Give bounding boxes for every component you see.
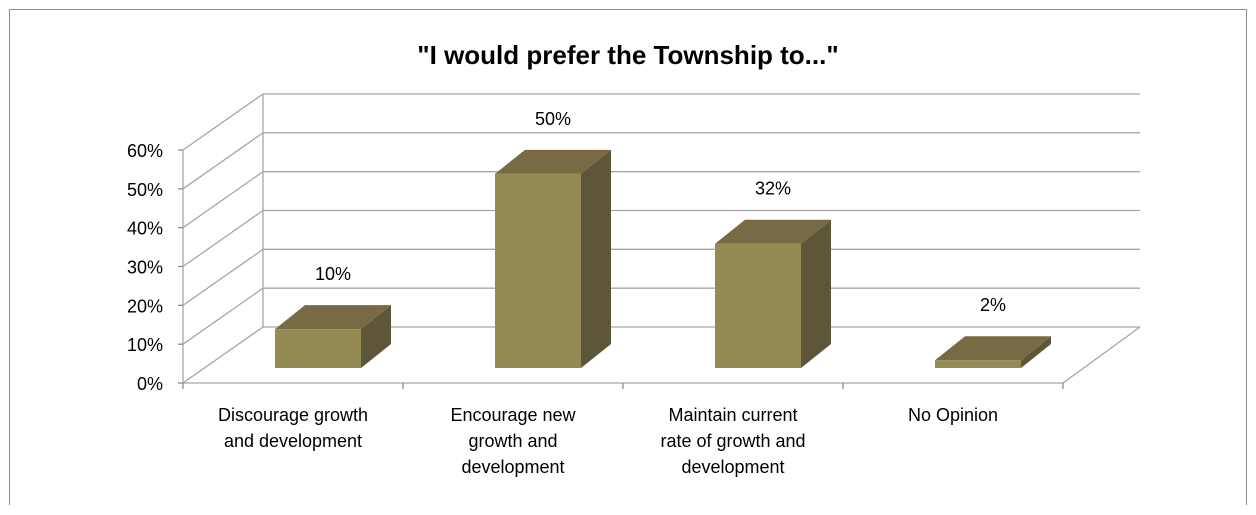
y-tick-label: 60%: [127, 141, 163, 161]
chart-title: "I would prefer the Township to...": [417, 40, 839, 70]
data-label: 32%: [755, 179, 791, 199]
x-tick-label: Encourage new: [450, 405, 576, 425]
y-tick-label: 40%: [127, 219, 163, 239]
y-tick-label: 20%: [127, 296, 163, 316]
bar: [495, 173, 581, 368]
bar: [715, 243, 801, 368]
y-tick-label: 0%: [137, 374, 163, 394]
bar-top: [715, 219, 831, 244]
data-label: 2%: [980, 295, 1006, 315]
x-tick-label: and development: [224, 431, 362, 451]
x-tick-label: growth and: [468, 431, 557, 451]
x-tick-label: development: [681, 457, 784, 477]
x-tick-label: Maintain current: [668, 405, 797, 425]
data-label: 50%: [535, 109, 571, 129]
floor-side-edge: [1062, 326, 1141, 384]
bar-side: [801, 219, 831, 368]
gridline-depth: [182, 287, 264, 345]
bar-top: [495, 149, 611, 174]
bar-side: [581, 149, 611, 368]
gridline-depth: [182, 209, 264, 268]
data-label: 10%: [315, 264, 351, 284]
gridline-depth: [182, 248, 264, 306]
gridline-depth: [182, 326, 264, 384]
x-tick-label: No Opinion: [908, 405, 998, 425]
y-tick-label: 10%: [127, 335, 163, 355]
y-tick-label: 50%: [127, 180, 163, 200]
x-tick-label: rate of growth and: [660, 431, 805, 451]
bar-top: [275, 305, 391, 330]
bar-side: [361, 305, 391, 368]
bar-side: [1021, 336, 1051, 368]
gridline-depth: [182, 93, 264, 151]
gridline-depth: [182, 132, 264, 190]
bar-top: [935, 336, 1051, 361]
x-tick-label: Discourage growth: [218, 405, 368, 425]
bar: [935, 360, 1021, 368]
x-tick-label: development: [461, 457, 564, 477]
gridline-depth: [182, 171, 264, 229]
y-tick-label: 30%: [127, 258, 163, 278]
chart-frame: [9, 9, 1247, 505]
bar: [275, 329, 361, 368]
